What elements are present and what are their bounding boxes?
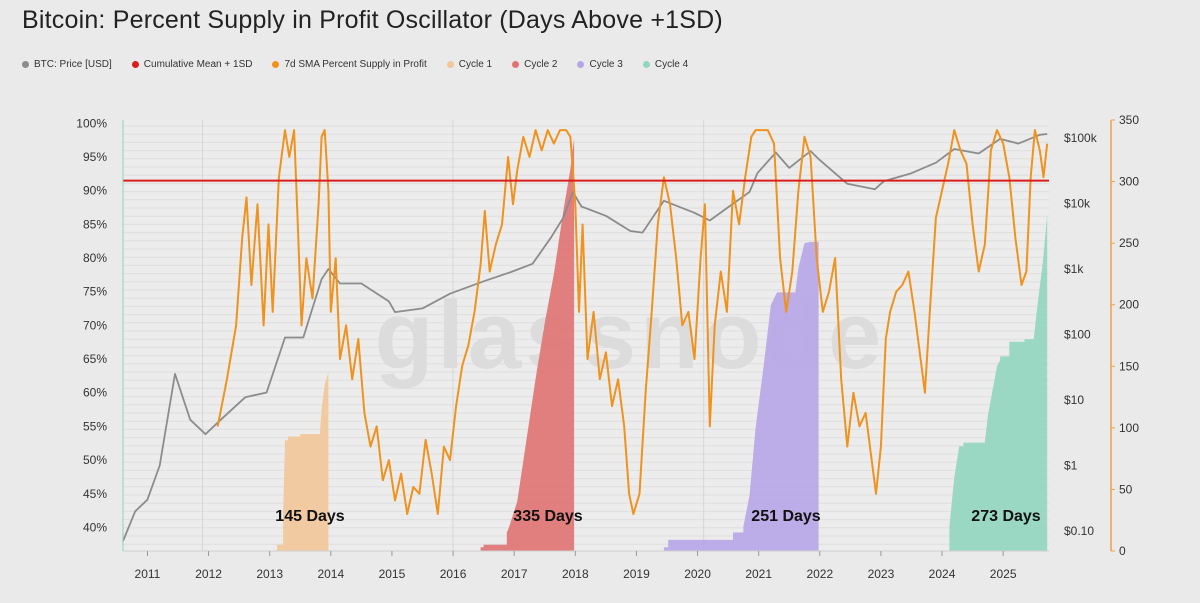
days-axis-tick-label: 100 — [1119, 421, 1139, 435]
legend-item-cycle-1[interactable]: Cycle 1 — [446, 58, 493, 70]
cycle-1-area — [208, 372, 329, 551]
days-axis-tick-label: 150 — [1119, 359, 1139, 373]
cycle-2-days-label: 335 Days — [513, 508, 582, 525]
legend-dot-cycle-1 — [446, 60, 454, 68]
left-axis-tick-label: 50% — [83, 453, 107, 467]
cycle-1-days-label: 145 Days — [275, 508, 344, 525]
cycle-3-days-label: 251 Days — [751, 508, 820, 525]
legend-item-cycle-3[interactable]: Cycle 3 — [577, 58, 623, 70]
days-axis-tick-label: 250 — [1119, 236, 1139, 250]
left-axis-tick-label: 75% — [83, 285, 107, 299]
x-axis-tick-label: 2014 — [317, 567, 344, 581]
legend-label-supply-in-profit: 7d SMA Percent Supply in Profit — [284, 58, 427, 70]
price-axis-tick-label: $100k — [1064, 131, 1098, 145]
x-axis-tick-label: 2024 — [929, 567, 956, 581]
legend-label-cycle-3: Cycle 3 — [589, 58, 623, 70]
cycle-4-area — [819, 214, 1048, 552]
legend-item-cycle-4[interactable]: Cycle 4 — [642, 58, 689, 70]
cycle-3-area — [636, 241, 819, 551]
price-axis-tick-label: $0.10 — [1064, 524, 1094, 538]
legend-item-btc-price[interactable]: BTC: Price [USD] — [22, 59, 112, 70]
price-axis-tick-label: $1 — [1064, 459, 1078, 473]
x-axis-tick-label: 2023 — [868, 567, 895, 581]
legend: BTC: Price [USD] Cumulative Mean + 1SD 7… — [22, 57, 708, 71]
legend-dot-supply-in-profit — [272, 60, 280, 68]
price-axis-tick-label: $10 — [1064, 393, 1084, 407]
legend-label-threshold: Cumulative Mean + 1SD — [143, 58, 253, 70]
supply-in-profit-line — [216, 129, 1049, 515]
cycle-4-days-label: 273 Days — [971, 508, 1040, 525]
legend-label-cycle-4: Cycle 4 — [654, 58, 689, 70]
x-axis-tick-label: 2011 — [135, 567, 161, 581]
legend-item-supply-in-profit[interactable]: 7d SMA Percent Supply in Profit — [272, 58, 427, 70]
chart-title: Bitcoin: Percent Supply in Profit Oscill… — [22, 6, 723, 34]
days-axis-tick-label: 50 — [1119, 482, 1133, 496]
left-axis-tick-label: 90% — [83, 184, 107, 198]
left-axis-tick-label: 45% — [83, 487, 107, 501]
left-axis-tick-label: 65% — [83, 352, 107, 366]
x-axis-tick-label: 2019 — [623, 567, 650, 581]
x-axis-tick-label: 2025 — [990, 567, 1017, 581]
price-axis-tick-label: $10k — [1064, 197, 1091, 211]
left-axis-tick-label: 85% — [83, 217, 107, 231]
left-axis-tick-label: 80% — [83, 251, 107, 265]
left-axis-tick-label: 95% — [83, 150, 107, 164]
days-axis-tick-label: 350 — [1119, 113, 1139, 127]
legend-item-cycle-2[interactable]: Cycle 2 — [512, 59, 557, 70]
x-axis-tick-label: 2016 — [440, 567, 467, 581]
left-axis-tick-label: 70% — [83, 318, 107, 332]
legend-dot-cycle-4 — [642, 60, 650, 68]
cycle-2-area — [453, 138, 575, 551]
x-axis-tick-label: 2021 — [745, 567, 772, 581]
x-axis-tick-label: 2022 — [806, 567, 833, 581]
legend-label-btc-price: BTC: Price [USD] — [34, 58, 112, 70]
legend-dot-threshold — [131, 60, 139, 68]
legend-label-cycle-1: Cycle 1 — [458, 58, 493, 70]
x-axis-tick-label: 2020 — [684, 567, 711, 581]
left-axis-tick-label: 55% — [83, 419, 107, 433]
x-axis-tick-label: 2018 — [562, 567, 589, 581]
x-axis-tick-label: 2013 — [256, 567, 283, 581]
left-axis-tick-label: 40% — [83, 520, 107, 534]
days-axis-tick-label: 300 — [1119, 175, 1139, 189]
legend-item-threshold[interactable]: Cumulative Mean + 1SD — [131, 58, 253, 70]
btc-price-line — [122, 133, 1048, 542]
left-axis-tick-label: 100% — [76, 116, 107, 130]
x-axis-tick-label: 2017 — [501, 567, 528, 581]
x-axis-tick-label: 2015 — [379, 567, 406, 581]
days-axis-tick-label: 200 — [1119, 298, 1139, 312]
legend-dot-cycle-3 — [577, 60, 585, 68]
days-axis-tick-label: 0 — [1119, 544, 1126, 558]
left-axis-tick-label: 60% — [83, 386, 107, 400]
price-axis-tick-label: $100 — [1064, 328, 1091, 342]
legend-dot-cycle-2 — [512, 60, 520, 68]
price-axis-tick-label: $1k — [1064, 262, 1084, 276]
x-axis-tick-label: 2012 — [195, 567, 222, 581]
legend-dot-btc-price — [22, 60, 29, 68]
legend-label-cycle-2: Cycle 2 — [524, 58, 558, 70]
